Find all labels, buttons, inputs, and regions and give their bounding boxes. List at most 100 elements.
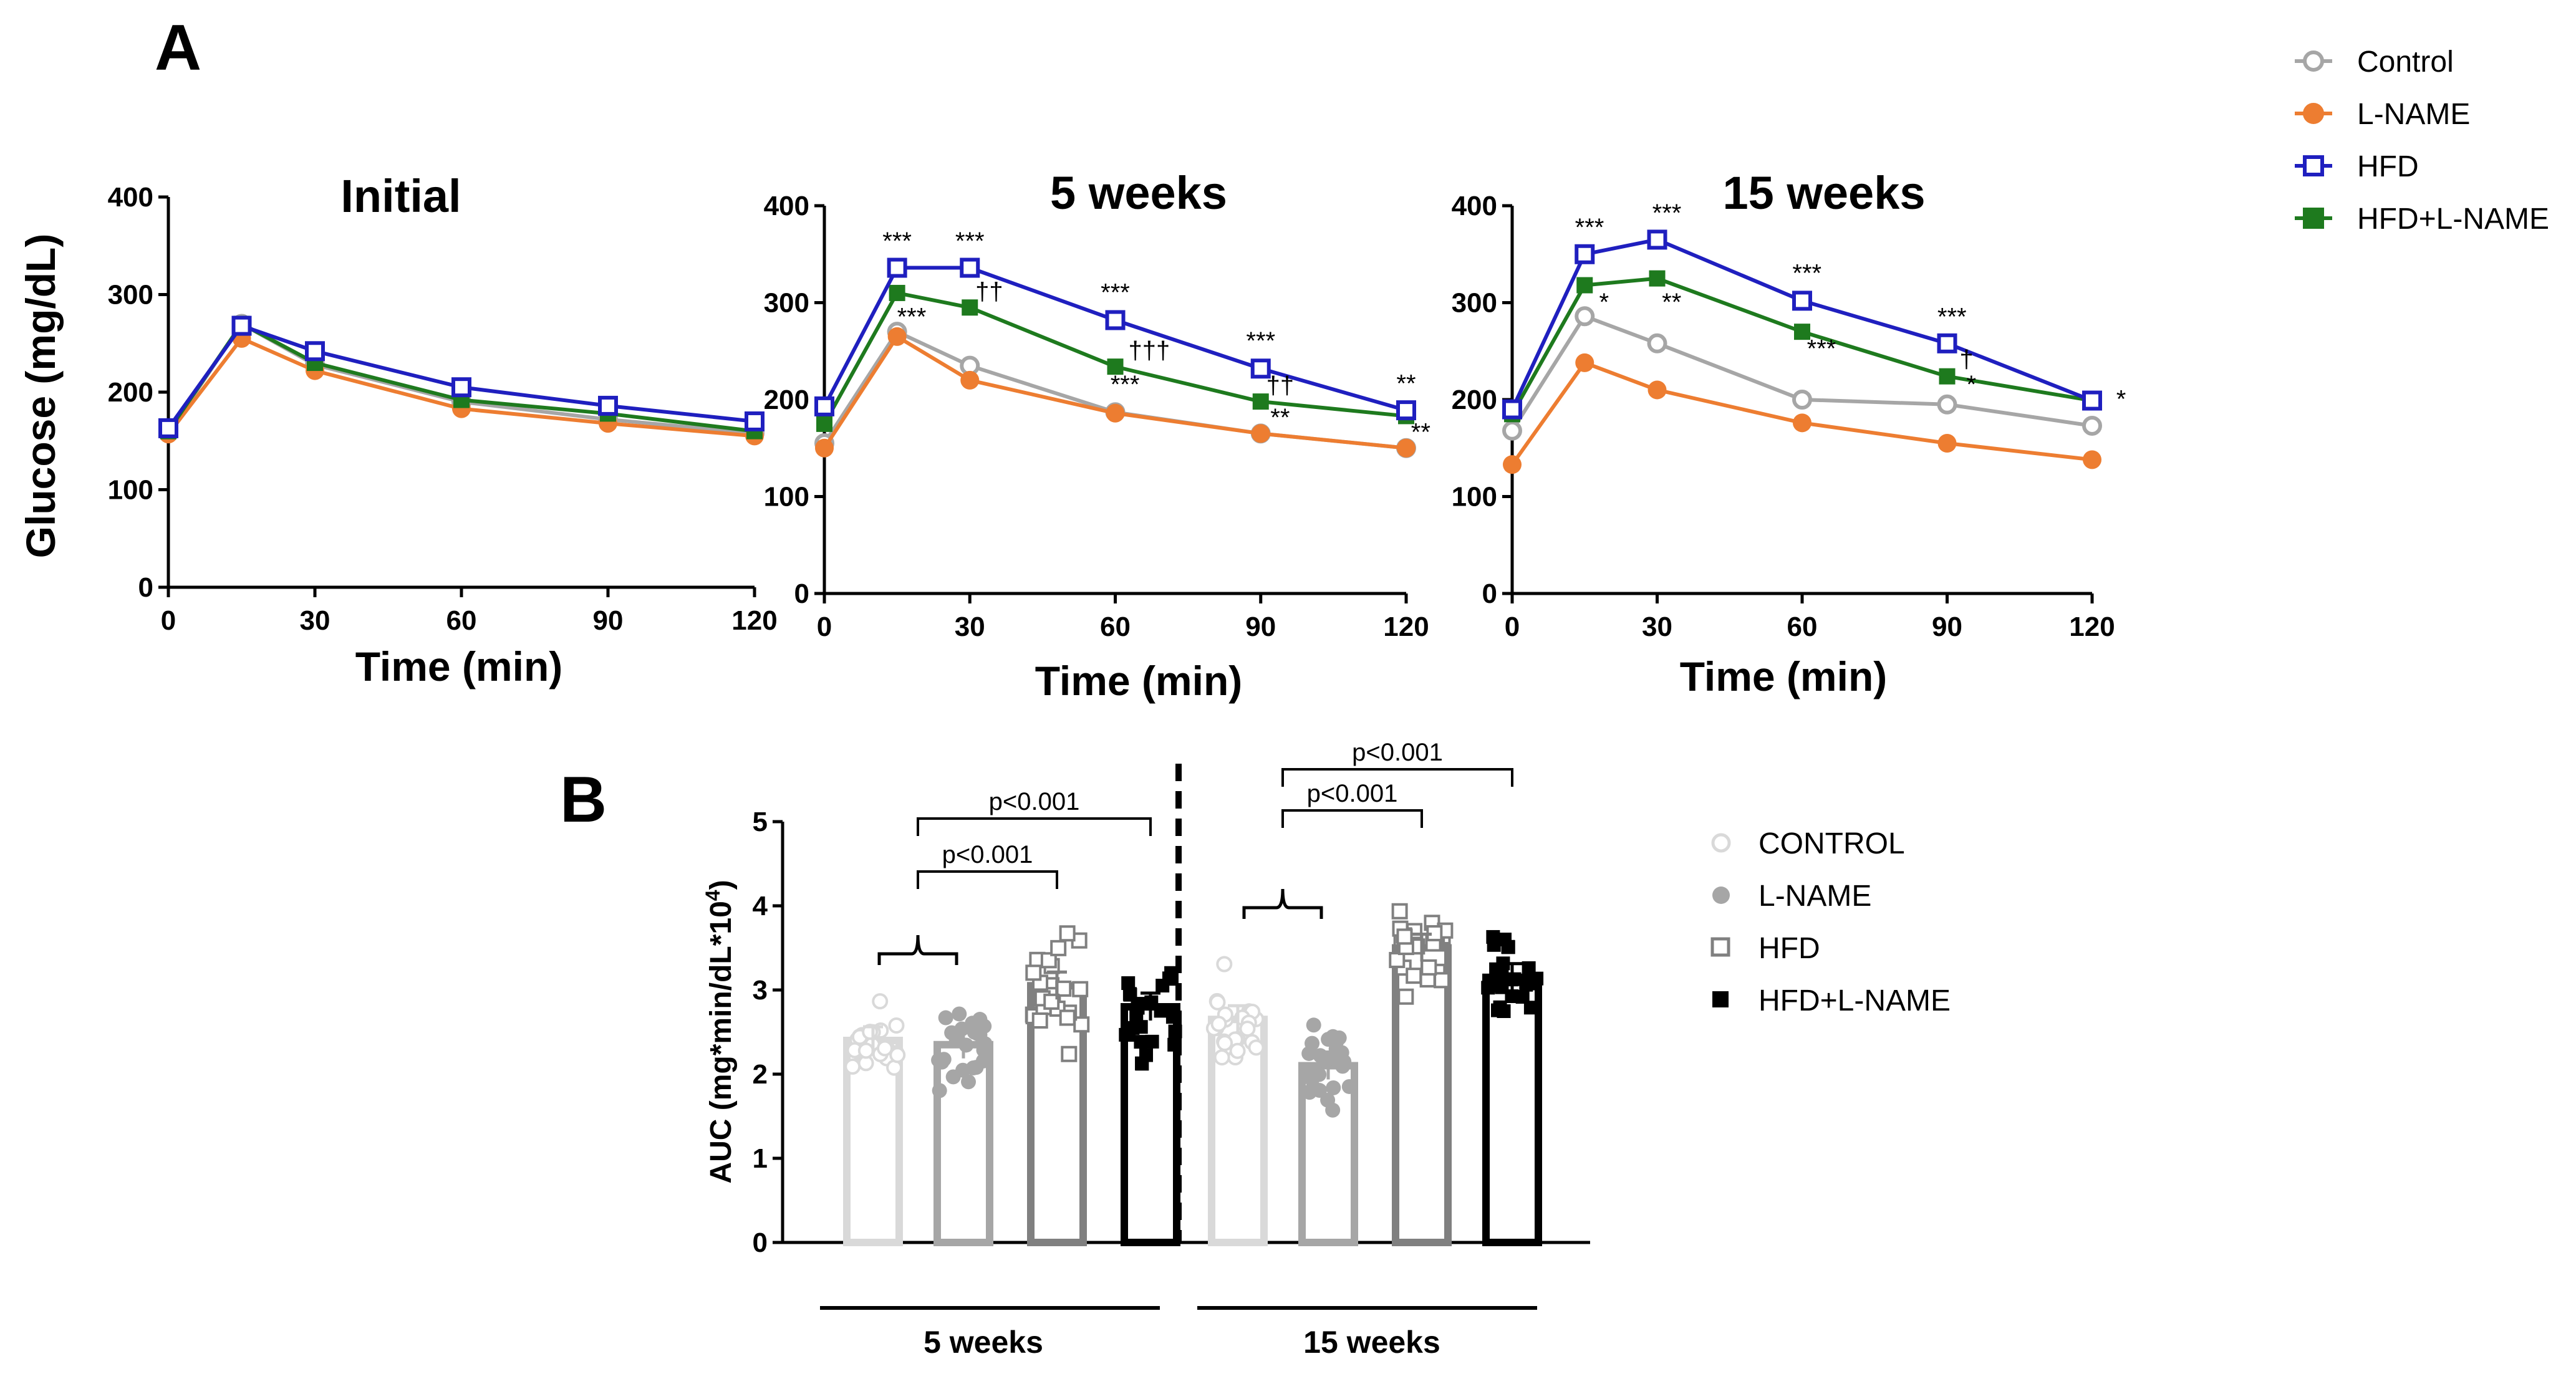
chart-title: Initial xyxy=(340,170,461,222)
y-tick-label: 100 xyxy=(108,475,153,506)
y-tick-label: 4 xyxy=(753,891,768,921)
data-point xyxy=(1209,994,1226,1011)
significance-marker: ** xyxy=(1396,370,1416,398)
p-value-bracket: p<0.001 xyxy=(1281,780,1423,828)
data-point xyxy=(1229,1042,1246,1059)
data-point xyxy=(975,1053,991,1069)
significance-marker: †† xyxy=(975,278,1003,305)
data-point xyxy=(1025,964,1042,981)
chart-title: 5 weeks xyxy=(1050,167,1227,219)
legend-item-l-name: L-NAME xyxy=(1712,880,1871,913)
x-axis-label: Time (min) xyxy=(355,643,562,689)
data-point xyxy=(815,438,834,458)
data-point xyxy=(1389,951,1406,968)
data-point xyxy=(1164,966,1179,980)
data-point xyxy=(1502,420,1522,441)
significance-marker: ** xyxy=(1270,404,1290,431)
bracket-line xyxy=(1281,768,1513,787)
series-line xyxy=(822,334,1407,450)
data-point xyxy=(1406,968,1422,984)
significance-marker: *** xyxy=(955,228,985,255)
y-tick-label: 100 xyxy=(764,482,809,512)
data-point xyxy=(1575,244,1595,264)
x-tick-label: 90 xyxy=(593,605,624,636)
square-marker-icon xyxy=(2303,155,2324,176)
data-point xyxy=(1497,933,1512,947)
significance-marker: *** xyxy=(1652,199,1682,227)
data-point xyxy=(1937,394,1957,415)
data-point xyxy=(1301,1085,1317,1100)
y-tick-label: 400 xyxy=(1452,191,1497,221)
data-point xyxy=(1434,972,1450,989)
data-point xyxy=(1937,433,1957,453)
bar-group-15-weeks xyxy=(1205,903,1544,1246)
data-point xyxy=(1123,987,1137,1002)
chart-title: 15 weeks xyxy=(1722,167,1925,219)
x-tick-label: 0 xyxy=(1505,612,1520,642)
data-point xyxy=(1134,1035,1148,1049)
data-point xyxy=(1305,1072,1320,1087)
p-value-label: p<0.001 xyxy=(1307,780,1398,807)
y-tick-label: 300 xyxy=(108,280,153,310)
data-point xyxy=(1503,455,1522,474)
line-chart-initial: Initial Glucose (mg/dL) Time (min) 0 100 2… xyxy=(17,170,778,689)
data-point xyxy=(451,377,471,398)
y-tick-label: 0 xyxy=(138,572,153,603)
data-point xyxy=(1575,353,1594,372)
data-point xyxy=(938,1010,953,1026)
data-point xyxy=(887,327,907,346)
data-point xyxy=(1040,952,1057,969)
data-point xyxy=(1524,973,1538,987)
legend-label: HFD+L-NAME xyxy=(1758,984,1951,1017)
series-line xyxy=(822,291,1407,425)
significance-marker: *** xyxy=(1807,335,1836,363)
data-point xyxy=(888,1017,905,1034)
data-point xyxy=(1031,1012,1048,1029)
significance-marker: *** xyxy=(1246,327,1275,355)
data-point xyxy=(814,396,834,416)
legend-label: HFD xyxy=(1758,932,1820,965)
y-tick-label: 300 xyxy=(1452,288,1497,319)
data-point xyxy=(1502,399,1522,420)
data-point xyxy=(1155,978,1170,992)
data-point xyxy=(1059,925,1076,942)
p-value-bracket: p<0.001 xyxy=(917,788,1152,836)
data-point xyxy=(1325,1102,1341,1118)
pooled-brace xyxy=(877,934,958,965)
legend-label: L-NAME xyxy=(2357,98,2470,131)
data-point xyxy=(1515,990,1530,1004)
data-point xyxy=(2082,415,2102,436)
bracket-line xyxy=(1281,809,1423,828)
series-l-name xyxy=(1503,353,2101,474)
data-point xyxy=(887,257,907,278)
data-point xyxy=(1792,291,1812,311)
data-point xyxy=(1937,333,1957,353)
bar-control xyxy=(843,993,906,1246)
x-tick-label: 90 xyxy=(1932,612,1962,642)
x-tick-label: 30 xyxy=(955,612,985,642)
x-tick-label: 0 xyxy=(161,605,176,636)
data-point xyxy=(960,370,980,390)
legend-label: L-NAME xyxy=(1758,880,1871,913)
bar-control xyxy=(1205,956,1268,1246)
data-point xyxy=(1647,333,1667,353)
data-point xyxy=(1649,270,1666,287)
significance-marker: *** xyxy=(897,303,927,330)
data-point xyxy=(1341,1079,1357,1094)
legend-label: Control xyxy=(2357,46,2454,79)
x-tick-label: 120 xyxy=(731,605,777,636)
panel-label-a: A xyxy=(155,12,201,84)
bracket-line xyxy=(917,817,1152,836)
y-tick-label: 100 xyxy=(1452,482,1497,512)
series-line xyxy=(166,324,755,430)
group-label-15-weeks: 15 weeks xyxy=(1303,1325,1440,1360)
data-point xyxy=(1122,1027,1136,1042)
significance-marker: * xyxy=(2116,385,2126,413)
data-point xyxy=(1134,1020,1148,1034)
data-point xyxy=(1055,980,1072,997)
data-point xyxy=(1306,1017,1321,1033)
y-tick-label: 300 xyxy=(764,288,809,319)
data-point xyxy=(1647,380,1667,400)
y-tick-label: 0 xyxy=(794,579,809,609)
